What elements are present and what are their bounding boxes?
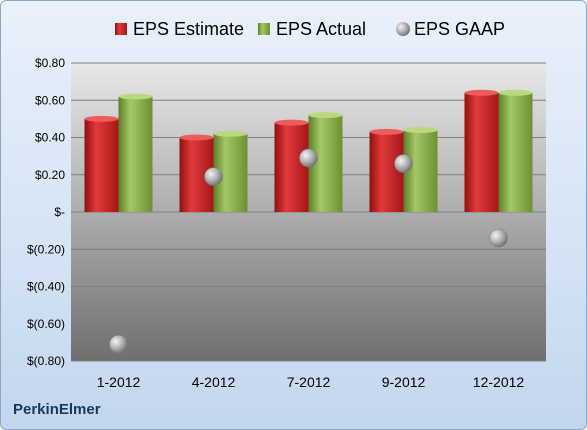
legend-label: EPS Estimate: [133, 19, 244, 39]
y-tick-label: $(0.60): [27, 317, 65, 331]
y-tick-label: $(0.20): [27, 242, 65, 256]
bar-eps-estimate: [369, 131, 404, 212]
x-tick-label: 4-2012: [192, 374, 236, 390]
marker-eps-gaap: [299, 148, 318, 168]
y-tick-label: $0.40: [35, 131, 65, 145]
company-label: PerkinElmer: [13, 401, 101, 418]
y-tick-label: $0.20: [35, 168, 65, 182]
y-tick-label: $0.80: [35, 56, 65, 70]
y-tick-label: $0.60: [35, 93, 65, 107]
legend-label: EPS Actual: [276, 19, 366, 39]
marker-eps-gaap: [204, 167, 223, 186]
x-axis-labels: 1-2012 4-2012 7-2012 9-2012 12-2012: [97, 374, 525, 390]
legend-swatch-eps-gaap: [396, 22, 410, 36]
x-tick-label: 7-2012: [287, 374, 331, 390]
legend-swatch-eps-actual: [258, 23, 270, 35]
legend: EPS Estimate EPS Actual EPS GAAP: [115, 19, 505, 39]
bar-cap: [464, 89, 499, 96]
bar-eps-estimate: [84, 118, 119, 212]
marker-eps-gaap: [489, 228, 508, 248]
bar-cap: [403, 127, 438, 134]
bar-cap: [84, 115, 119, 122]
bar-eps-actual: [118, 96, 153, 212]
bars: [84, 89, 533, 212]
bar-eps-actual: [403, 130, 438, 212]
y-axis-ticks: $0.80 $0.60 $0.40 $0.20 $- $(0.20) $(0.40) $(0.…: [27, 56, 65, 368]
x-tick-label: 9-2012: [382, 374, 426, 390]
y-tick-label: $(0.80): [27, 354, 65, 368]
x-tick-label: 1-2012: [97, 374, 141, 390]
bar-cap: [308, 112, 343, 119]
bar-cap: [274, 119, 309, 126]
bar-cap: [369, 128, 404, 135]
y-tick-label: $(0.40): [27, 280, 65, 294]
bar-cap: [179, 134, 214, 141]
bar-cap: [498, 89, 533, 96]
bar-eps-actual: [498, 92, 533, 212]
bar-eps-estimate: [274, 122, 309, 212]
legend-swatch-eps-estimate: [115, 23, 127, 35]
x-tick-label: 12-2012: [473, 374, 525, 390]
legend-label: EPS GAAP: [414, 19, 505, 39]
marker-eps-gaap: [109, 334, 128, 354]
gaap-markers: [109, 148, 508, 354]
y-tick-label: $-: [54, 205, 65, 219]
bar-cap: [118, 93, 153, 100]
bar-cap: [213, 130, 248, 137]
marker-eps-gaap: [394, 154, 413, 173]
bar-eps-estimate: [464, 92, 499, 212]
